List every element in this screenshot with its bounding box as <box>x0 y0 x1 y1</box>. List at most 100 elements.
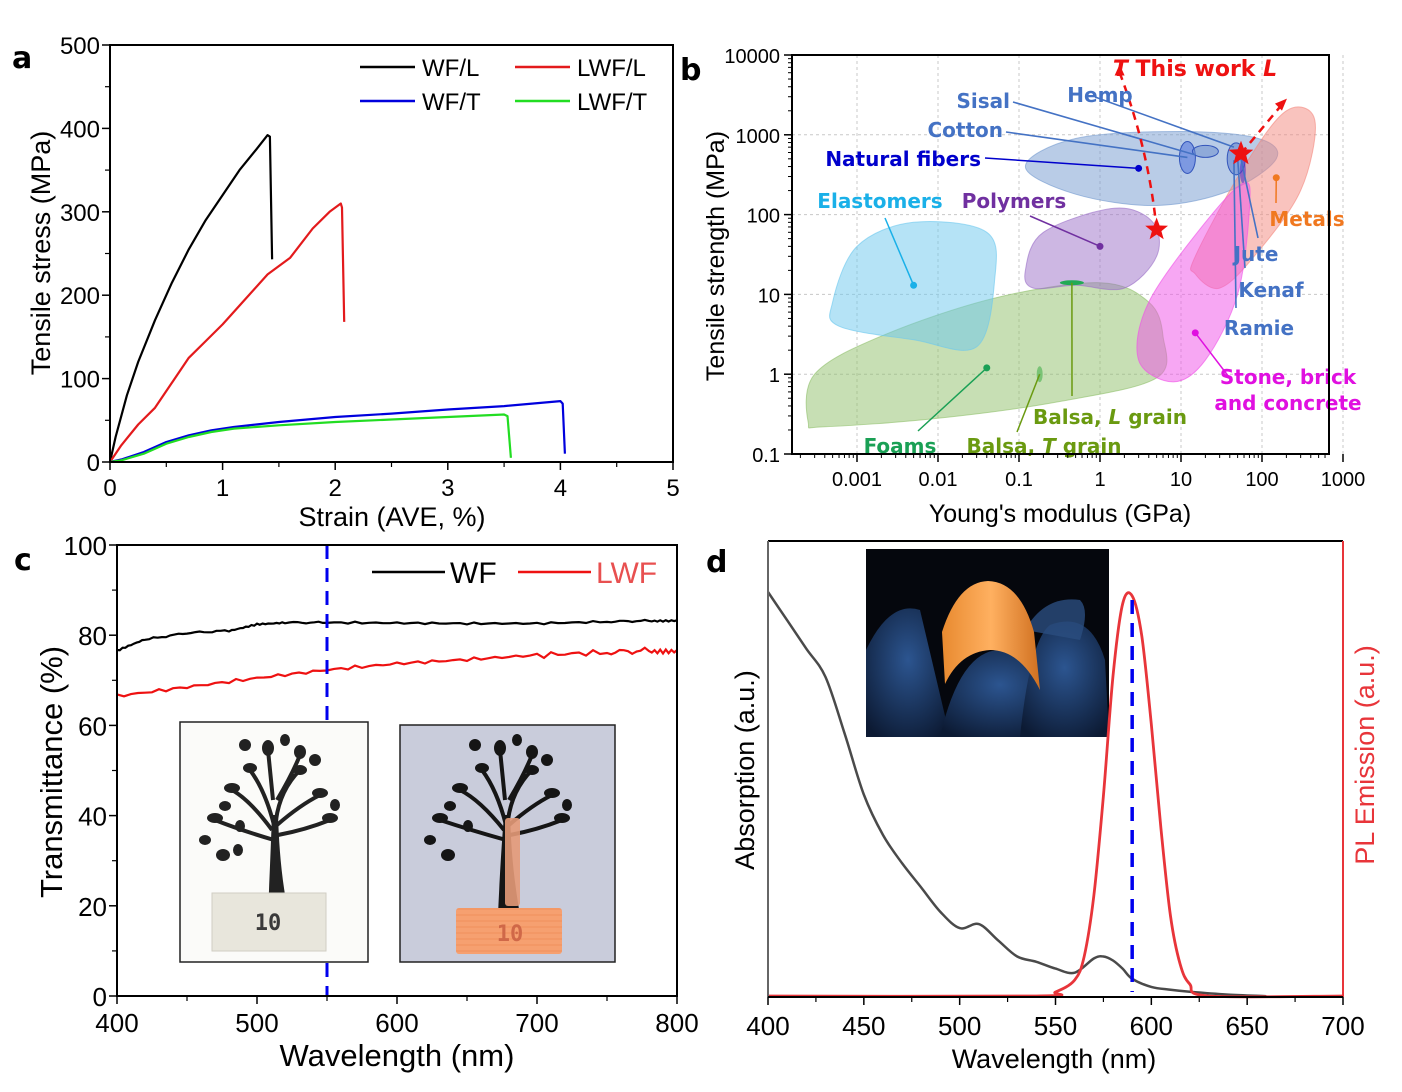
b-x-tick-label: 0.1 <box>1005 469 1033 491</box>
b-label-balsa-l-grain: Balsa, L grain <box>1033 405 1187 429</box>
chart-panel-a: 0 1 2 3 4 5 0 100 200 300 400 500 WF/L LWF/L WF/T LWF/… <box>26 33 680 532</box>
a-legend: WF/L LWF/L WF/T LWF/T <box>360 55 648 116</box>
a-y-tick-label: 300 <box>60 200 100 227</box>
panel-letter-b: b <box>680 53 701 88</box>
b-this-work <box>1114 64 1287 240</box>
b-fiber-label-kenaf: Kenaf <box>1238 278 1303 302</box>
c-series-wf <box>116 618 678 652</box>
c-x-axis-title: Wavelength (nm) <box>280 1038 515 1073</box>
wf-film-sample <box>211 892 327 952</box>
chart-panel-c: 10 10 <box>34 531 699 1073</box>
b-region-stone-brick-and-concrete <box>1136 181 1251 383</box>
a-legend-label: WF/T <box>422 89 481 116</box>
c-legend-label: WF <box>450 557 497 590</box>
b-marker-dot <box>1272 174 1280 182</box>
d-x-tick-label: 700 <box>1321 1011 1364 1041</box>
c-y-tick-label: 100 <box>64 531 107 561</box>
d-inset-film-photo <box>866 549 1109 737</box>
b-fiber-label-hemp: Hemp <box>1067 83 1132 107</box>
b-label-natural-fibers: Natural fibers <box>825 147 981 171</box>
c-y-tick-label: 0 <box>93 982 107 1012</box>
c-x-tick-label: 800 <box>655 1008 698 1038</box>
a-x-tick-label: 0 <box>103 475 116 502</box>
chart-panel-d: 400 450 500 550 600 650 700 Wavelength (nm) Ab… <box>730 540 1380 1074</box>
c-y-axis-title: Transmittance (%) <box>34 646 69 898</box>
a-y-tick-label: 100 <box>60 367 100 394</box>
b-x-axis-title: Young's modulus (GPa) <box>929 500 1191 528</box>
b-label-part: L <box>1109 405 1122 429</box>
b-fiber-leader <box>1240 158 1259 239</box>
glove-finger-right <box>1020 621 1109 737</box>
c-x-tick-label: 400 <box>95 1008 138 1038</box>
a-x-tick-label: 5 <box>666 475 679 502</box>
b-label-part: grain <box>1121 405 1187 429</box>
a-legend-label: LWF/L <box>577 55 646 82</box>
b-this-work-arrow-t <box>1118 72 1158 230</box>
b-x-tick-label: 1000 <box>1321 469 1366 491</box>
a-x-tick-label: 2 <box>329 475 342 502</box>
b-x-tick-label: 0.01 <box>919 469 958 491</box>
b-fiber-leader <box>1012 101 1196 156</box>
b-label-stone-line2: and concrete <box>1214 391 1361 415</box>
b-leader-lines <box>884 96 1280 433</box>
c-legend-label: LWF <box>596 557 657 590</box>
luminescent-film <box>942 581 1040 690</box>
b-this-work-text: This work <box>1128 57 1263 82</box>
a-x-tick-label: 1 <box>216 475 229 502</box>
d-x-tick-label: 500 <box>938 1011 981 1041</box>
a-y-axis-title: Tensile stress (MPa) <box>26 131 56 376</box>
a-x-tick-label: 3 <box>441 475 454 502</box>
panel-letter-c: c <box>14 543 32 578</box>
d-x-axis-title: Wavelength (nm) <box>952 1044 1157 1074</box>
b-leader-line <box>1029 215 1101 248</box>
d-x-tick-label: 650 <box>1225 1011 1268 1041</box>
b-leader-line <box>1194 332 1233 382</box>
b-leader-line <box>917 367 988 432</box>
b-this-work-star-l <box>1228 140 1254 165</box>
lwf-strip <box>505 818 520 906</box>
c-y-tick-label: 60 <box>78 711 107 741</box>
c-x-tick-label: 500 <box>235 1008 278 1038</box>
a-y-tick-label: 400 <box>60 116 100 143</box>
b-x-tick-label: 0.001 <box>832 469 882 491</box>
b-this-work-arrowhead-t <box>1114 64 1125 76</box>
a-y-tick-label: 500 <box>60 33 100 60</box>
c-y-tick-label: 20 <box>78 892 107 922</box>
a-legend-label: LWF/T <box>577 89 648 116</box>
d-x-tick-label: 600 <box>1130 1011 1173 1041</box>
b-label-stone-line1: Stone, brick <box>1220 365 1357 389</box>
d-series-pl-emission <box>767 591 1344 999</box>
a-x-axis-title: Strain (AVE, %) <box>298 502 485 532</box>
c-y-tick-label: 40 <box>78 802 107 832</box>
b-y-tick-label: 100 <box>747 206 780 228</box>
b-label-polymers: Polymers <box>962 189 1066 213</box>
c-inset-wf-photo: 10 <box>179 721 369 963</box>
b-this-work-suffix: L <box>1263 57 1277 82</box>
c-inset-lwf-photo: 10 <box>399 724 616 963</box>
c-x-tick-label: 700 <box>515 1008 558 1038</box>
b-label-metals: Metals <box>1269 207 1344 231</box>
b-y-tick-label: 10000 <box>724 46 780 68</box>
b-x-tick-label: 1 <box>1094 469 1105 491</box>
b-fiber-label-ramie: Ramie <box>1224 316 1294 340</box>
b-fiber-leader <box>1005 131 1188 159</box>
d-x-tick-label: 550 <box>1034 1011 1077 1041</box>
b-this-work-star-t <box>1145 217 1168 240</box>
b-fiber-leader <box>1233 160 1237 309</box>
b-this-work-label: T This work L <box>1113 57 1277 82</box>
a-y-tick-label: 0 <box>87 450 100 477</box>
b-y-axis-title: Tensile strength (MPa) <box>702 131 730 381</box>
b-leader-line <box>1016 373 1041 433</box>
a-series-lwf-t <box>109 413 512 464</box>
a-series-wf-l <box>108 134 274 463</box>
b-bubble-sisal <box>1191 144 1219 158</box>
d-x-tick-label: 400 <box>746 1011 789 1041</box>
b-fiber-leader <box>1094 96 1235 148</box>
c-legend: WF LWF <box>372 557 657 590</box>
b-marker-dot <box>1191 329 1199 337</box>
b-x-tick-label: 10 <box>1170 469 1192 491</box>
a-series-group <box>108 134 566 464</box>
b-label-part: Balsa, <box>1033 405 1109 429</box>
b-fiber-leader <box>1236 157 1246 269</box>
